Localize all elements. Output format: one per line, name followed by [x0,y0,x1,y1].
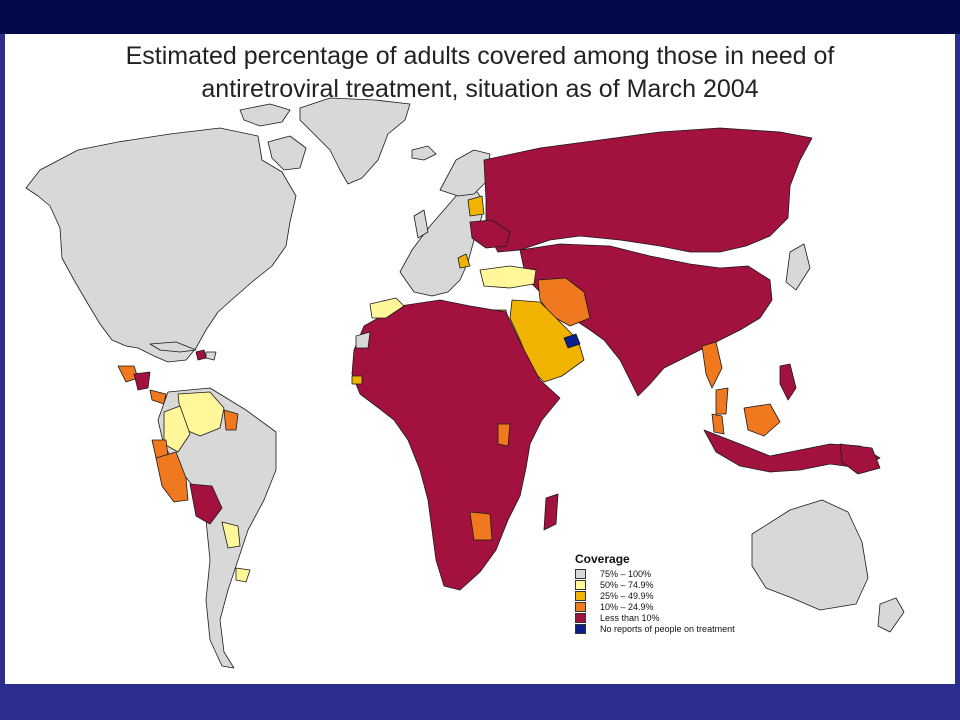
region-cuba [149,341,197,353]
legend-swatch [575,601,586,612]
title-line-2: antiretroviral treatment, situation as o… [201,75,759,103]
region-panama [149,389,167,405]
region-south-america [157,387,277,669]
region-western-sahara [355,331,371,349]
region-madagascar [543,493,559,531]
region-peru [155,451,189,503]
region-honduras [133,371,151,391]
legend-label: 10% – 24.9% [600,601,654,612]
region-ukraine [469,219,511,249]
legend-item: 50% – 74.9% [575,579,815,590]
legend: Coverage 75% – 100% 50% – 74.9% 25% – 49.9… [575,552,815,634]
legend-title: Coverage [575,552,630,566]
region-scandinavia [439,149,491,197]
legend-swatch [575,612,586,623]
legend-rows: 75% – 100% 50% – 74.9% 25% – 49.9% 10% – 24… [575,568,815,634]
region-botswana [469,511,493,541]
region-morocco [369,297,405,319]
region-saudi [509,299,585,383]
region-paraguay [221,521,241,549]
world-map [25,97,905,669]
legend-item: No reports of people on treatment [575,623,815,634]
region-borneo [743,403,781,437]
legend-label: 25% – 49.9% [600,590,654,601]
region-new-zealand [877,597,905,633]
legend-swatch [575,590,586,601]
region-malaysia [711,413,725,435]
legend-item: 75% – 100% [575,568,815,579]
region-uae [563,333,581,349]
region-haiti [195,349,207,361]
legend-item: 25% – 49.9% [575,590,815,601]
region-colombia [163,405,191,453]
region-baltics [467,195,485,217]
region-iceland [411,145,437,161]
top-bar [0,0,960,34]
region-africa [351,299,561,591]
region-turkey [479,265,537,289]
legend-label: 50% – 74.9% [600,579,654,590]
region-baffin [267,135,307,171]
region-uruguay [235,567,251,583]
region-uk [413,209,429,239]
legend-swatch [575,579,586,590]
region-europe [399,179,483,297]
region-greenland [299,97,411,185]
region-uganda [497,423,511,447]
region-japan [785,243,811,291]
region-philippines [779,363,797,401]
region-arctic-islands [239,103,291,127]
region-png [839,443,881,475]
legend-swatch [575,568,586,579]
region-bolivia [189,483,223,525]
legend-label: 75% – 100% [600,568,652,579]
region-senegal [351,375,363,385]
region-north-america [25,127,297,363]
legend-label: Less than 10% [600,612,660,623]
region-australia [751,499,869,611]
region-russia [483,127,813,253]
map-panel: Estimated percentage of adults covered a… [5,34,955,684]
map-title: Estimated percentage of adults covered a… [5,40,955,106]
region-serbia [457,253,471,269]
legend-item: Less than 10% [575,612,815,623]
region-dominican [205,351,217,361]
legend-swatch [575,623,586,634]
title-line-1: Estimated percentage of adults covered a… [125,42,835,70]
legend-item: 10% – 24.9% [575,601,815,612]
region-cambodia [715,387,729,415]
region-thailand [701,341,723,389]
legend-label: No reports of people on treatment [600,623,735,634]
region-guyana [223,409,239,431]
bottom-band [0,684,960,720]
